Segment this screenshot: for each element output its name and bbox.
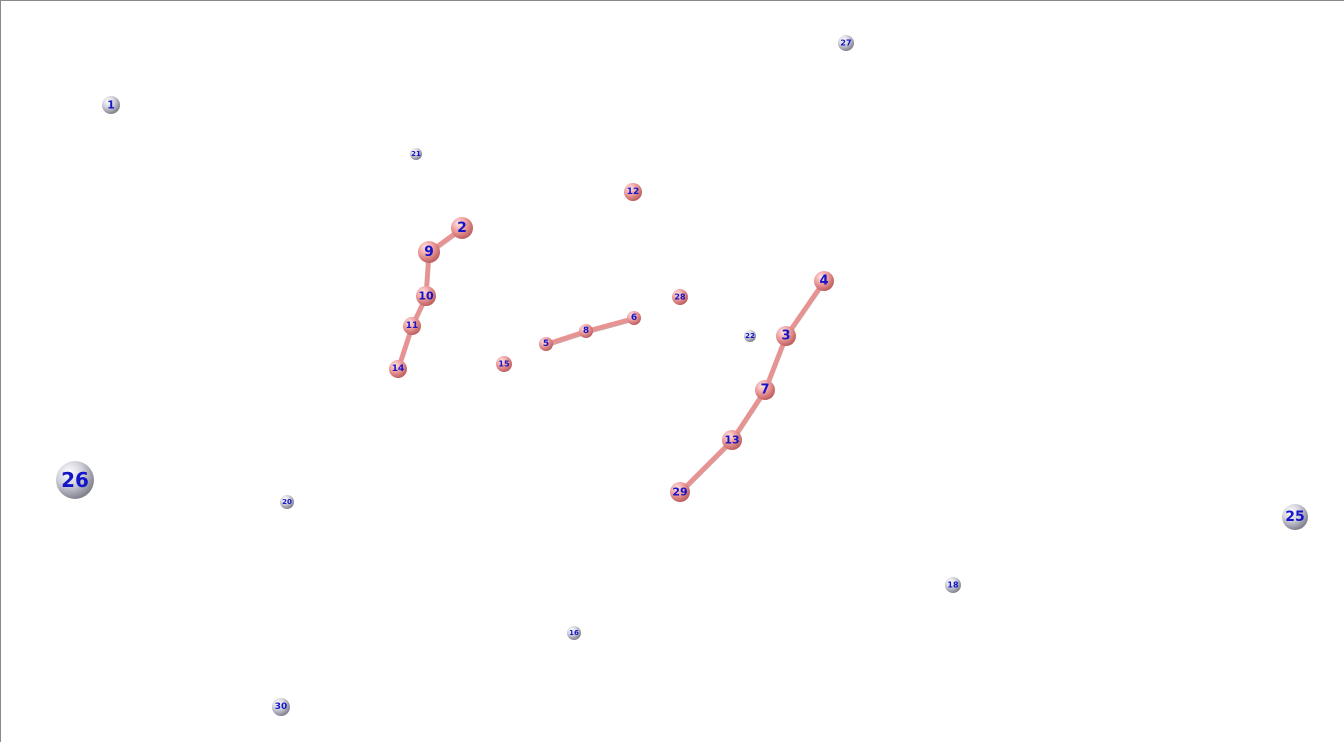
node-21[interactable]: 21 xyxy=(410,148,422,160)
node-sphere-20 xyxy=(280,495,294,509)
node-label-10: 10 xyxy=(418,290,434,303)
node-2[interactable]: 2 xyxy=(451,217,473,239)
node-sphere-9 xyxy=(418,241,440,263)
node-sphere-26 xyxy=(56,461,94,499)
node-sphere-7 xyxy=(755,380,775,400)
edge-4-3 xyxy=(784,279,826,338)
node-sphere-28 xyxy=(672,289,688,305)
node-10[interactable]: 10 xyxy=(416,286,436,306)
node-sphere-3 xyxy=(776,326,796,346)
node-12[interactable]: 12 xyxy=(624,183,642,201)
node-4[interactable]: 4 xyxy=(814,271,834,291)
node-label-30: 30 xyxy=(275,702,288,712)
node-sphere-5 xyxy=(539,337,553,351)
node-label-8: 8 xyxy=(583,326,589,336)
node-sphere-13 xyxy=(722,430,742,450)
node-25[interactable]: 25 xyxy=(1282,504,1308,530)
node-label-12: 12 xyxy=(627,187,640,197)
node-label-29: 29 xyxy=(672,486,687,499)
node-sphere-11 xyxy=(403,317,421,335)
node-sphere-10 xyxy=(416,286,436,306)
node-sphere-25 xyxy=(1282,504,1308,530)
edge-5-8 xyxy=(544,329,588,346)
node-13[interactable]: 13 xyxy=(722,430,742,450)
node-label-9: 9 xyxy=(424,244,434,260)
node-label-18: 18 xyxy=(947,581,959,590)
node-label-7: 7 xyxy=(760,383,769,398)
node-label-6: 6 xyxy=(631,313,637,323)
node-sphere-18 xyxy=(945,577,961,593)
edges-layer xyxy=(395,226,827,496)
node-label-4: 4 xyxy=(819,274,828,289)
node-9[interactable]: 9 xyxy=(418,241,440,263)
node-sphere-30 xyxy=(272,698,290,716)
node-8[interactable]: 8 xyxy=(579,324,593,338)
node-label-13: 13 xyxy=(724,434,739,447)
node-label-16: 16 xyxy=(569,629,579,637)
edge-8-6 xyxy=(584,316,636,333)
node-sphere-27 xyxy=(838,35,854,51)
node-label-28: 28 xyxy=(674,293,686,302)
node-sphere-29 xyxy=(670,482,690,502)
node-label-1: 1 xyxy=(107,99,115,112)
node-26[interactable]: 26 xyxy=(56,461,94,499)
node-1[interactable]: 1 xyxy=(102,96,120,114)
node-label-20: 20 xyxy=(282,498,292,506)
node-16[interactable]: 16 xyxy=(567,626,581,640)
node-22[interactable]: 22 xyxy=(744,330,756,342)
node-label-26: 26 xyxy=(61,468,89,492)
node-sphere-12 xyxy=(624,183,642,201)
node-15[interactable]: 15 xyxy=(496,356,512,372)
node-sphere-1 xyxy=(102,96,120,114)
node-sphere-8 xyxy=(579,324,593,338)
node-label-14: 14 xyxy=(392,364,405,374)
node-sphere-6 xyxy=(627,311,641,325)
node-sphere-22 xyxy=(744,330,756,342)
node-sphere-15 xyxy=(496,356,512,372)
node-5[interactable]: 5 xyxy=(539,337,553,351)
node-sphere-16 xyxy=(567,626,581,640)
node-label-25: 25 xyxy=(1285,509,1304,525)
node-3[interactable]: 3 xyxy=(776,326,796,346)
node-27[interactable]: 27 xyxy=(838,35,854,51)
node-28[interactable]: 28 xyxy=(672,289,688,305)
node-sphere-2 xyxy=(451,217,473,239)
node-30[interactable]: 30 xyxy=(272,698,290,716)
node-label-5: 5 xyxy=(543,339,549,349)
node-sphere-21 xyxy=(410,148,422,160)
node-18[interactable]: 18 xyxy=(945,577,961,593)
node-label-27: 27 xyxy=(840,39,851,48)
node-6[interactable]: 6 xyxy=(627,311,641,325)
node-label-11: 11 xyxy=(406,321,419,331)
edge-13-29 xyxy=(678,438,734,494)
node-11[interactable]: 11 xyxy=(403,317,421,335)
node-label-15: 15 xyxy=(498,360,510,369)
node-label-3: 3 xyxy=(781,329,790,344)
node-20[interactable]: 20 xyxy=(280,495,294,509)
node-label-21: 21 xyxy=(411,150,421,158)
node-14[interactable]: 14 xyxy=(389,360,407,378)
node-label-2: 2 xyxy=(457,220,467,236)
node-sphere-4 xyxy=(814,271,834,291)
node-7[interactable]: 7 xyxy=(755,380,775,400)
node-sphere-14 xyxy=(389,360,407,378)
node-29[interactable]: 29 xyxy=(670,482,690,502)
node-label-22: 22 xyxy=(745,332,755,340)
